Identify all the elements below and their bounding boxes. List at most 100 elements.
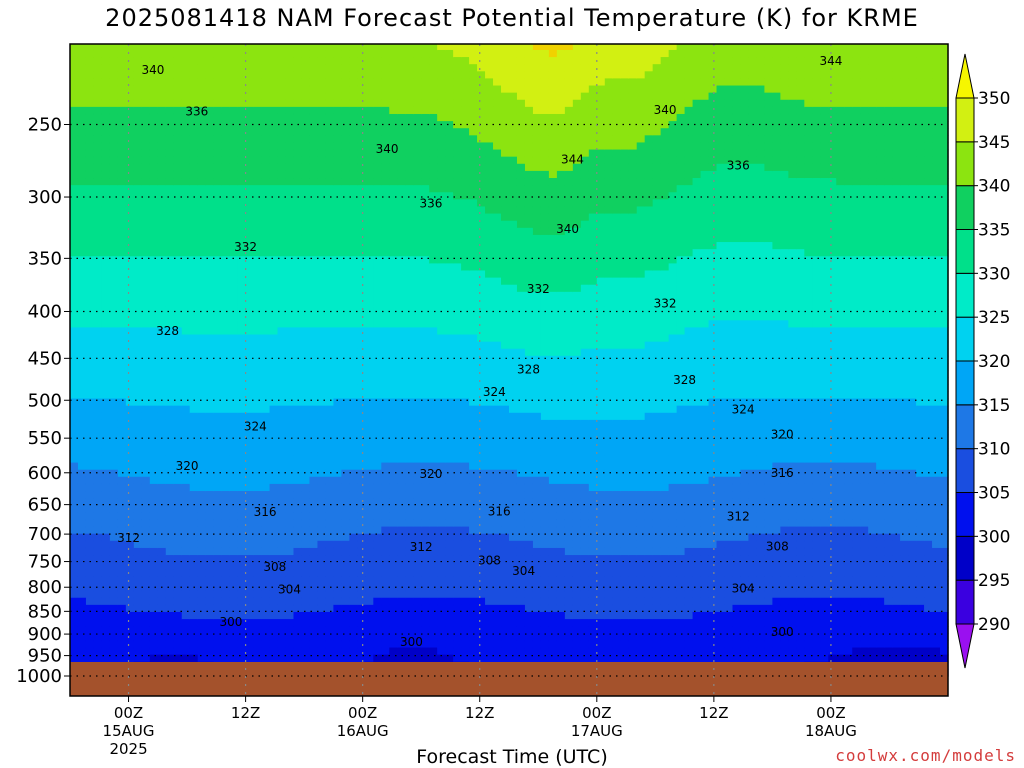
fill-cell [93, 626, 103, 634]
fill-cell [205, 576, 215, 585]
fill-cell [477, 149, 486, 158]
fill-cell [285, 483, 295, 492]
fill-cell [301, 355, 311, 364]
fill-cell [453, 619, 462, 627]
fill-cell [453, 512, 462, 521]
fill-cell [77, 320, 87, 328]
fill-cell [429, 170, 438, 179]
fill-cell [133, 533, 143, 542]
fill-cell [125, 483, 135, 492]
fill-cell [325, 234, 334, 243]
fill-cell [317, 284, 327, 293]
fill-cell [85, 540, 95, 549]
fill-cell [125, 156, 135, 165]
fill-cell [493, 277, 502, 286]
fill-cell [141, 92, 151, 101]
fill-cell [421, 242, 430, 250]
fill-cell [261, 405, 271, 414]
fill-cell [437, 327, 446, 336]
fill-cell [381, 334, 390, 343]
fill-cell [117, 619, 127, 627]
fill-cell [405, 604, 414, 613]
fill-cell [405, 569, 414, 577]
fill-cell [413, 92, 422, 101]
fill-cell [245, 569, 255, 577]
fill-cell [109, 64, 119, 72]
fill-cell [373, 156, 382, 165]
fill-cell [317, 377, 327, 385]
fill-cell [213, 441, 223, 449]
fill-cell [70, 555, 79, 563]
fill-cell [77, 149, 87, 158]
fill-cell [477, 654, 486, 663]
fill-cell [293, 647, 303, 656]
fill-cell [477, 512, 486, 521]
fill-cell [397, 562, 406, 570]
fill-cell [101, 156, 111, 165]
fill-cell [365, 519, 374, 528]
fill-cell [277, 476, 287, 485]
fill-cell [421, 391, 430, 400]
fill-cell [293, 533, 303, 542]
fill-cell [93, 263, 103, 272]
fill-cell [173, 512, 183, 521]
fill-cell [157, 533, 167, 542]
fill-cell [309, 44, 319, 51]
fill-cell [149, 427, 159, 435]
fill-cell [461, 355, 470, 364]
fill-cell [477, 647, 486, 656]
fill-cell [493, 505, 502, 513]
fill-cell [85, 576, 95, 585]
fill-cell [237, 647, 247, 656]
fill-cell [445, 654, 454, 663]
fill-cell [261, 419, 271, 428]
fill-cell [509, 540, 518, 549]
fill-cell [477, 476, 486, 485]
fill-cell [229, 242, 239, 250]
fill-cell [405, 547, 414, 556]
fill-cell [317, 313, 327, 321]
fill-cell [197, 434, 207, 442]
fill-cell [245, 298, 255, 307]
fill-cell [285, 611, 295, 620]
fill-cell [205, 249, 215, 257]
fill-cell [293, 462, 303, 471]
fill-cell [469, 476, 478, 485]
fill-cell [477, 128, 486, 136]
fill-cell [133, 355, 143, 364]
fill-cell [437, 85, 446, 94]
fill-cell [453, 78, 462, 87]
fill-cell [301, 412, 311, 421]
fill-cell [389, 462, 398, 471]
fill-cell [317, 92, 327, 101]
fill-cell [373, 419, 382, 428]
fill-cell [189, 320, 199, 328]
fill-cell [93, 64, 103, 72]
fill-cell [277, 149, 287, 158]
fill-cell [93, 355, 103, 364]
fill-cell [413, 298, 422, 307]
fill-cell [341, 412, 350, 421]
fill-cell [133, 199, 143, 208]
fill-cell [157, 49, 167, 58]
fill-cell [197, 398, 207, 407]
fill-cell [277, 163, 287, 172]
fill-cell [101, 234, 111, 243]
fill-cell [445, 256, 454, 264]
fill-cell [85, 106, 95, 115]
fill-cell [429, 298, 438, 307]
fill-cell [93, 206, 103, 215]
fill-cell [221, 562, 231, 570]
fill-cell [341, 512, 350, 521]
fill-cell [277, 206, 287, 215]
fill-cell [373, 291, 382, 300]
fill-cell [133, 476, 143, 485]
fill-cell [493, 569, 502, 577]
fill-cell [261, 590, 271, 599]
fill-cell [149, 519, 159, 528]
fill-cell [437, 441, 446, 449]
fill-cell [445, 377, 454, 385]
fill-cell [461, 113, 470, 122]
fill-cell [245, 263, 255, 272]
fill-cell [133, 491, 143, 499]
